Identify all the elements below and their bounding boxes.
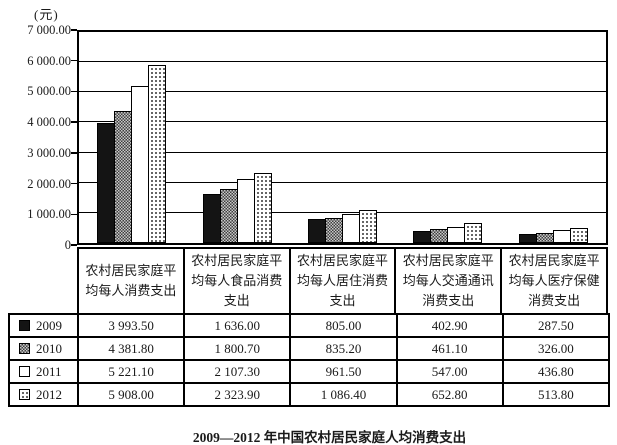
value-cell-2011-category-1: 5 221.10 <box>76 359 186 384</box>
legend-cell-2012: 2012 <box>8 382 79 407</box>
legend-cell-2009: 2009 <box>8 313 79 338</box>
y-axis-tick-label: 6 000.00 <box>27 53 71 68</box>
category-header-cell-3: 农村居民家庭平均每人居住消费支出 <box>288 247 397 313</box>
category-header-cell-2: 农村居民家庭平均每人食品消费支出 <box>182 247 291 313</box>
table-row-2010: 2010 4 381.80 1 800.70 835.20 461.10 326.00 <box>8 336 610 361</box>
gridline-4000 <box>79 121 606 123</box>
value-cell-2010-category-2: 1 800.70 <box>183 336 292 361</box>
y-axis-tick <box>71 244 77 246</box>
legend-year-label: 2010 <box>36 340 62 356</box>
bar-2010-category-4 <box>430 229 449 243</box>
bar-2010-category-5 <box>535 233 554 243</box>
value-cell-2009-category-3: 805.00 <box>289 313 398 338</box>
legend-swatch-2012 <box>19 389 30 400</box>
value-cell-2010-category-3: 835.20 <box>289 336 398 361</box>
bar-2011-category-2 <box>236 179 255 243</box>
y-axis-tick-label: 2 000.00 <box>27 176 71 191</box>
value-cell-2009-category-4: 402.90 <box>395 313 504 338</box>
value-cell-2011-category-4: 547.00 <box>395 359 504 384</box>
y-axis-tick-label: 0 <box>64 238 71 252</box>
bar-2010-category-2 <box>219 188 238 243</box>
legend-swatch-2010 <box>19 343 30 354</box>
legend-cell-2010: 2010 <box>8 336 79 361</box>
gridline-2000 <box>79 181 606 183</box>
value-cell-2009-category-1: 3 993.50 <box>76 313 186 338</box>
value-cell-2012-category-3: 1 086.40 <box>289 382 398 407</box>
chart-title: 2009—2012 年中国农村居民家庭人均消费支出 <box>192 430 467 445</box>
bar-2012-category-4 <box>464 223 483 243</box>
table-row-2012: 2012 5 908.00 2 323.90 1 086.40 652.80 513.80 <box>8 382 610 407</box>
y-axis-unit-label: (元) <box>34 7 59 22</box>
value-cell-2009-category-5: 287.50 <box>501 313 610 338</box>
category-header-row: 农村居民家庭平均每人消费支出 农村居民家庭平均每人食品消费支出 农村居民家庭平均每人… <box>77 247 608 313</box>
legend-swatch-2011 <box>19 366 30 377</box>
value-cell-2010-category-4: 461.10 <box>395 336 504 361</box>
legend-year-label: 2011 <box>36 363 62 379</box>
data-table-body: 2009 3 993.50 1 636.00 805.00 402.90 287.50 20… <box>8 313 610 407</box>
data-table: 2009 3 993.50 1 636.00 805.00 402.90 287.50 20… <box>8 313 610 407</box>
value-cell-2011-category-2: 2 107.30 <box>183 359 292 384</box>
y-axis-tick <box>71 59 77 62</box>
bar-2010-category-1 <box>114 110 133 243</box>
y-axis-tick-label: 4 000.00 <box>27 115 71 130</box>
bar-2009-category-3 <box>308 218 326 243</box>
value-cell-2011-category-3: 961.50 <box>289 359 398 384</box>
y-axis-tick <box>71 121 77 123</box>
legend-year-label: 2012 <box>36 386 62 402</box>
y-axis-tick-label: 3 000.00 <box>27 145 71 160</box>
bar-2011-category-3 <box>342 214 360 243</box>
bar-2012-category-3 <box>359 210 377 243</box>
bar-2012-category-1 <box>148 64 167 243</box>
bar-2009-category-1 <box>97 122 116 243</box>
value-cell-2011-category-5: 436.80 <box>501 359 610 384</box>
bar-2011-category-4 <box>447 226 466 243</box>
y-axis-tick-label: 7 000.00 <box>27 23 71 37</box>
bar-2009-category-4 <box>413 230 432 243</box>
y-axis-tick <box>71 213 77 216</box>
table-row-2011: 2011 5 221.10 2 107.30 961.50 547.00 436.80 <box>8 359 610 384</box>
bar-2011-category-5 <box>552 229 571 243</box>
legend-swatch-2009 <box>19 320 30 331</box>
category-header-cell-5: 农村居民家庭平均每人医疗保健消费支出 <box>500 247 608 313</box>
y-axis-tick <box>71 90 77 93</box>
gridline-3000 <box>79 151 606 153</box>
value-cell-2010-category-5: 326.00 <box>501 336 610 361</box>
table-row-2009: 2009 3 993.50 1 636.00 805.00 402.90 287.50 <box>8 313 610 338</box>
legend-year-label: 2009 <box>36 317 62 333</box>
gridline-5000 <box>79 91 606 93</box>
gridline-6000 <box>79 61 606 63</box>
y-axis-tick <box>71 29 77 31</box>
category-header-cell-4: 农村居民家庭平均每人交通通讯消费支出 <box>394 247 503 313</box>
bar-2010-category-3 <box>325 217 343 243</box>
bar-2012-category-5 <box>569 227 588 243</box>
value-cell-2012-category-4: 652.80 <box>395 382 504 407</box>
value-cell-2012-category-5: 513.80 <box>501 382 610 407</box>
category-header-cell-1: 农村居民家庭平均每人消费支出 <box>77 247 185 313</box>
value-cell-2010-category-1: 4 381.80 <box>76 336 186 361</box>
y-axis-tick <box>71 182 77 185</box>
bar-2009-category-2 <box>202 193 221 243</box>
legend-cell-2011: 2011 <box>8 359 79 384</box>
bar-2011-category-1 <box>131 85 150 243</box>
gridline-1000 <box>79 211 606 213</box>
bar-2009-category-5 <box>518 234 537 243</box>
bar-2012-category-2 <box>253 172 272 243</box>
plot-area <box>77 30 608 245</box>
value-cell-2009-category-2: 1 636.00 <box>183 313 292 338</box>
y-axis-tick-label: 1 000.00 <box>27 207 71 222</box>
y-axis-tick-label: 5 000.00 <box>27 84 71 99</box>
value-cell-2012-category-1: 5 908.00 <box>76 382 186 407</box>
y-axis-tick <box>71 152 77 154</box>
value-cell-2012-category-2: 2 323.90 <box>183 382 292 407</box>
